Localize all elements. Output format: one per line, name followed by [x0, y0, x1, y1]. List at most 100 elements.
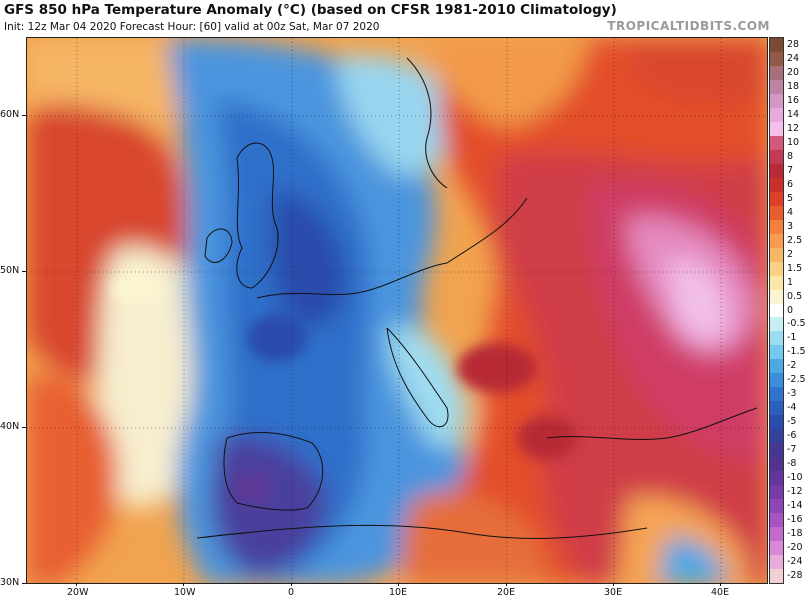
legend-label: -18: [787, 528, 803, 540]
legend-swatch: [770, 443, 783, 458]
latitude-tick: [22, 271, 26, 272]
latitude-label: 40N: [0, 421, 20, 432]
latitude-label: 60N: [0, 109, 20, 120]
legend-swatch: [770, 38, 783, 53]
legend-swatch: [770, 107, 783, 123]
legend-label: -8: [787, 458, 797, 470]
legend-swatch: [770, 65, 783, 81]
legend-label: -24: [787, 556, 803, 568]
legend-label: 1: [787, 276, 794, 288]
legend-label: -20: [787, 542, 803, 554]
legend-label: -5: [787, 416, 797, 428]
legend-label: 0.5: [787, 290, 803, 302]
anomaly-map: [26, 37, 768, 584]
legend-label: 3: [787, 220, 794, 232]
legend-swatch: [770, 555, 783, 570]
longitude-tick: [76, 583, 77, 586]
legend-swatch: [770, 485, 783, 500]
longitude-label: 40E: [711, 587, 730, 598]
legend-label: 12: [787, 122, 800, 134]
map-title: GFS 850 hPa Temperature Anomaly (°C) (ba…: [4, 2, 617, 18]
north-coast-outline: [256, 197, 528, 299]
north-africa-outline: [196, 524, 648, 539]
legend-label: 4: [787, 206, 794, 218]
latitude-label: 50N: [0, 265, 20, 276]
legend-swatch: [770, 331, 783, 346]
legend-label: -28: [787, 570, 803, 581]
legend-label: 10: [787, 136, 800, 148]
coastlines: [196, 57, 758, 539]
legend-swatch: [770, 233, 783, 249]
legend-swatch: [770, 121, 783, 137]
legend-swatch: [770, 317, 783, 332]
longitude-label: 10E: [389, 587, 408, 598]
legend-label: -3: [787, 388, 797, 400]
latitude-tick: [22, 115, 26, 116]
longitude-label: 20E: [497, 587, 516, 598]
legend-swatch: [770, 93, 783, 109]
latitude-tick: [22, 583, 26, 584]
legend-label: -2: [787, 360, 797, 372]
map-canvas: [27, 38, 767, 583]
legend-label: -2.5: [787, 374, 806, 386]
longitude-tick: [183, 583, 184, 586]
legend-label: -14: [787, 500, 803, 512]
legend-swatch: [770, 79, 783, 95]
legend-label: 2: [787, 248, 794, 260]
color-legend: 28 24 20 18 16 14 12 10 8 7 6 5 4 3 2.5 2 1.5 1 0.5 0 -0.5 -1…: [769, 37, 806, 584]
legend-swatch: [770, 415, 783, 430]
longitude-label: 30E: [604, 587, 623, 598]
legend-label: 5: [787, 192, 794, 204]
longitude-label: 10W: [174, 587, 196, 598]
legend-swatch: [770, 303, 783, 318]
ireland-outline: [204, 228, 233, 263]
legend-label: -10: [787, 472, 803, 484]
longitude-label: 0: [288, 587, 295, 598]
legend-label: 14: [787, 108, 800, 120]
legend-swatch: [770, 247, 783, 263]
great-britain-outline: [236, 142, 279, 289]
legend-swatch: [770, 499, 783, 514]
legend-label: 0: [787, 304, 794, 316]
iberia-outline: [223, 432, 324, 511]
legend-label: 16: [787, 94, 800, 106]
longitude-tick: [720, 583, 721, 586]
legend-label: -0.5: [787, 318, 806, 330]
legend-swatch: [770, 275, 783, 291]
legend-label: 18: [787, 80, 800, 92]
latitude-label: 30N: [0, 577, 20, 588]
legend-swatch: [770, 177, 783, 193]
legend-label: 24: [787, 52, 800, 64]
longitude-tick: [398, 583, 399, 586]
legend-swatch: [770, 163, 783, 179]
black-sea-outline: [546, 407, 758, 440]
legend-label: -16: [787, 514, 803, 526]
legend-swatch: [770, 191, 783, 207]
legend-label: 28: [787, 38, 800, 50]
legend-swatch: [770, 149, 783, 165]
legend-swatch: [770, 401, 783, 416]
longitude-label: 20W: [67, 587, 89, 598]
anomaly-field-blobs: [27, 38, 767, 583]
legend-swatch: [770, 471, 783, 486]
map-subtitle: Init: 12z Mar 04 2020 Forecast Hour: [60…: [4, 21, 380, 33]
legend-label: -4: [787, 402, 797, 414]
latitude-tick: [22, 427, 26, 428]
legend-label: -1: [787, 332, 797, 344]
legend-swatch: [770, 51, 783, 67]
legend-label: 1.5: [787, 262, 803, 274]
longitude-tick: [613, 583, 614, 586]
legend-swatch: [770, 289, 783, 304]
legend-label: 8: [787, 150, 794, 162]
credit-watermark: TROPICALTIDBITS.COM: [607, 19, 770, 33]
legend-label: -12: [787, 486, 803, 498]
legend-label: -7: [787, 444, 797, 456]
legend-label: -1.5: [787, 346, 806, 358]
legend-swatch: [770, 387, 783, 402]
legend-swatch: [770, 373, 783, 388]
legend-swatch: [770, 205, 783, 221]
legend-swatch: [770, 457, 783, 472]
scandinavia-outline: [406, 57, 448, 189]
legend-swatch: [770, 261, 783, 277]
legend-swatch: [770, 345, 783, 360]
